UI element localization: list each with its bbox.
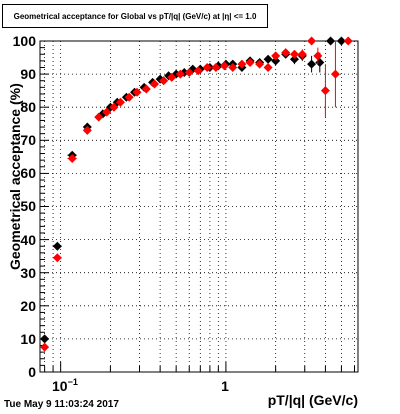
data-point-series-1 [40,342,50,352]
y-tick-label-60: 60 [20,165,36,181]
data-point-series-1 [245,58,255,68]
data-point-series-1 [150,79,160,89]
data-point-series-1 [167,72,177,82]
data-point-series-1 [289,49,299,59]
y-tick-label-40: 40 [20,232,36,248]
data-point-series-1 [82,125,92,135]
data-point-series-1 [193,66,203,76]
y-tick-label-80: 80 [20,99,36,115]
data-point-series-0 [336,36,346,46]
plot-frame [39,40,359,373]
data-point-series-0 [307,59,317,69]
data-point-series-1 [255,59,265,69]
data-point-series-1 [175,69,185,79]
axes [40,40,355,373]
data-point-series-0 [40,334,50,344]
data-point-series-0 [271,56,281,66]
data-point-series-1 [307,36,317,46]
data-point-series-1 [132,87,142,97]
data-point-series-1 [67,154,77,164]
data-point-series-1 [228,62,238,72]
data-point-series-0 [326,36,336,46]
data-point-series-1 [109,102,119,112]
data-point-series-1 [115,97,125,107]
data-markers [40,36,353,352]
data-point-series-1 [343,36,353,46]
y-tick-label-0: 0 [28,364,36,380]
y-tick-label-50: 50 [20,198,36,214]
y-tick-label-30: 30 [20,265,36,281]
data-point-series-1 [297,49,307,59]
data-point-series-1 [263,62,273,72]
y-tick-label-70: 70 [20,132,36,148]
x-tick-label-1: 1 [221,378,229,394]
data-point-series-1 [237,59,247,69]
x-axis-label: pT/|q| (GeV/c) [268,392,358,408]
data-point-series-1 [271,51,281,61]
data-point-series-1 [52,253,62,263]
data-point-series-1 [102,107,112,117]
x-tick-label-0.1: 10−1 [52,377,78,394]
data-point-series-1 [313,51,323,61]
data-point-series-1 [94,112,104,122]
timestamp: Tue May 9 11:03:24 2017 [4,399,119,410]
data-point-series-1 [219,61,229,71]
data-point-series-1 [184,67,194,77]
y-tick-label-20: 20 [20,298,36,314]
data-point-series-0 [315,58,325,68]
data-point-series-1 [281,48,291,58]
data-point-series-1 [141,84,151,94]
data-point-series-1 [320,86,330,96]
data-point-series-0 [263,54,273,64]
data-point-series-0 [289,54,299,64]
data-point-series-1 [159,76,169,86]
chart-title: Geometrical acceptance for Global vs pT/… [2,4,268,28]
y-axis-label: Geometrical acceptance (%) [7,83,23,270]
data-point-series-1 [124,92,134,102]
data-point-series-1 [211,62,221,72]
y-tick-label-100: 100 [13,33,37,49]
y-tick-label-90: 90 [20,66,36,82]
grid [40,40,358,373]
data-point-series-0 [52,241,62,251]
data-point-series-1 [330,69,340,79]
y-tick-label-10: 10 [20,331,36,347]
data-point-series-1 [202,62,212,72]
